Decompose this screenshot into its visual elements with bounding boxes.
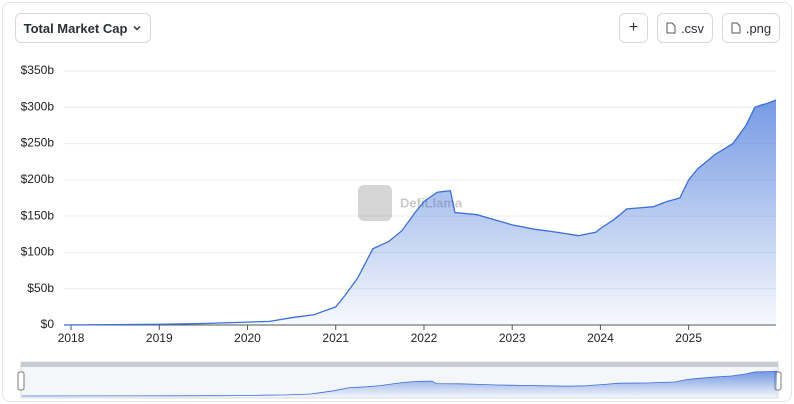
y-tick-label: $0 [41,317,55,331]
overview-area-line [21,370,778,397]
csv-button[interactable]: .csv [657,13,713,43]
x-tick-label: 2023 [499,331,526,345]
x-tick-label: 2021 [322,331,349,345]
x-tick-label: 2025 [675,331,702,345]
y-tick-label: $50b [27,281,54,295]
area-fill [64,100,776,325]
y-tick-label: $350b [21,63,55,77]
brush-handle-bar[interactable] [21,362,778,367]
overview-area-fill [22,371,777,396]
dropdown-label: Total Market Cap [23,20,128,36]
png-label: .png [745,20,772,36]
y-tick-label: $250b [21,136,55,150]
x-tick-label: 2024 [587,331,614,345]
area-line [63,99,777,326]
x-tick-label: 2022 [411,331,438,345]
y-tick-label: $150b [21,208,55,222]
add-label: + [628,19,639,36]
x-tick-label: 2019 [146,331,173,345]
png-button[interactable]: .png [722,13,780,43]
chevron-icon [133,25,141,31]
file-icon [731,22,741,34]
x-tick-label: 2020 [234,331,261,345]
y-tick-label: $200b [21,172,55,186]
brush-handle-left[interactable] [17,371,25,391]
x-tick-label: 2018 [58,331,85,345]
metric-dropdown[interactable]: Total Market Cap [15,13,151,43]
file-icon [666,22,676,34]
y-tick-label: $300b [21,99,55,113]
add-button[interactable]: + [619,13,648,43]
csv-label: .csv [680,20,705,36]
y-tick-label: $100b [21,245,55,259]
